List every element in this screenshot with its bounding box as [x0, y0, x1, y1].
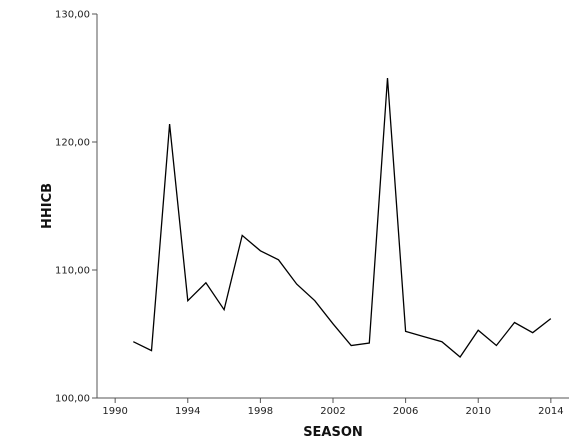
x-tick-label: 1998 — [248, 406, 273, 417]
y-axis: 100,00 110,00 120,00 130,00 — [55, 10, 98, 405]
x-axis: 1990 1994 1998 2002 2006 2010 2014 — [97, 397, 569, 417]
series-line — [133, 77, 552, 358]
x-axis-title: SEASON — [303, 425, 363, 440]
x-tick-label: 2006 — [393, 406, 418, 417]
x-tick-label: 1990 — [102, 406, 127, 417]
y-tick-label: 100,00 — [55, 394, 90, 405]
y-axis-title: HHICB — [40, 183, 55, 229]
series-layer — [133, 77, 552, 358]
y-tick-label: 110,00 — [55, 266, 90, 277]
x-tick-label: 2002 — [320, 406, 345, 417]
x-tick-label: 2010 — [466, 406, 491, 417]
y-tick-label: 130,00 — [55, 10, 90, 21]
y-tick-label: 120,00 — [55, 138, 90, 149]
x-tick-label: 2014 — [538, 406, 563, 417]
x-tick-label: 1994 — [175, 406, 200, 417]
